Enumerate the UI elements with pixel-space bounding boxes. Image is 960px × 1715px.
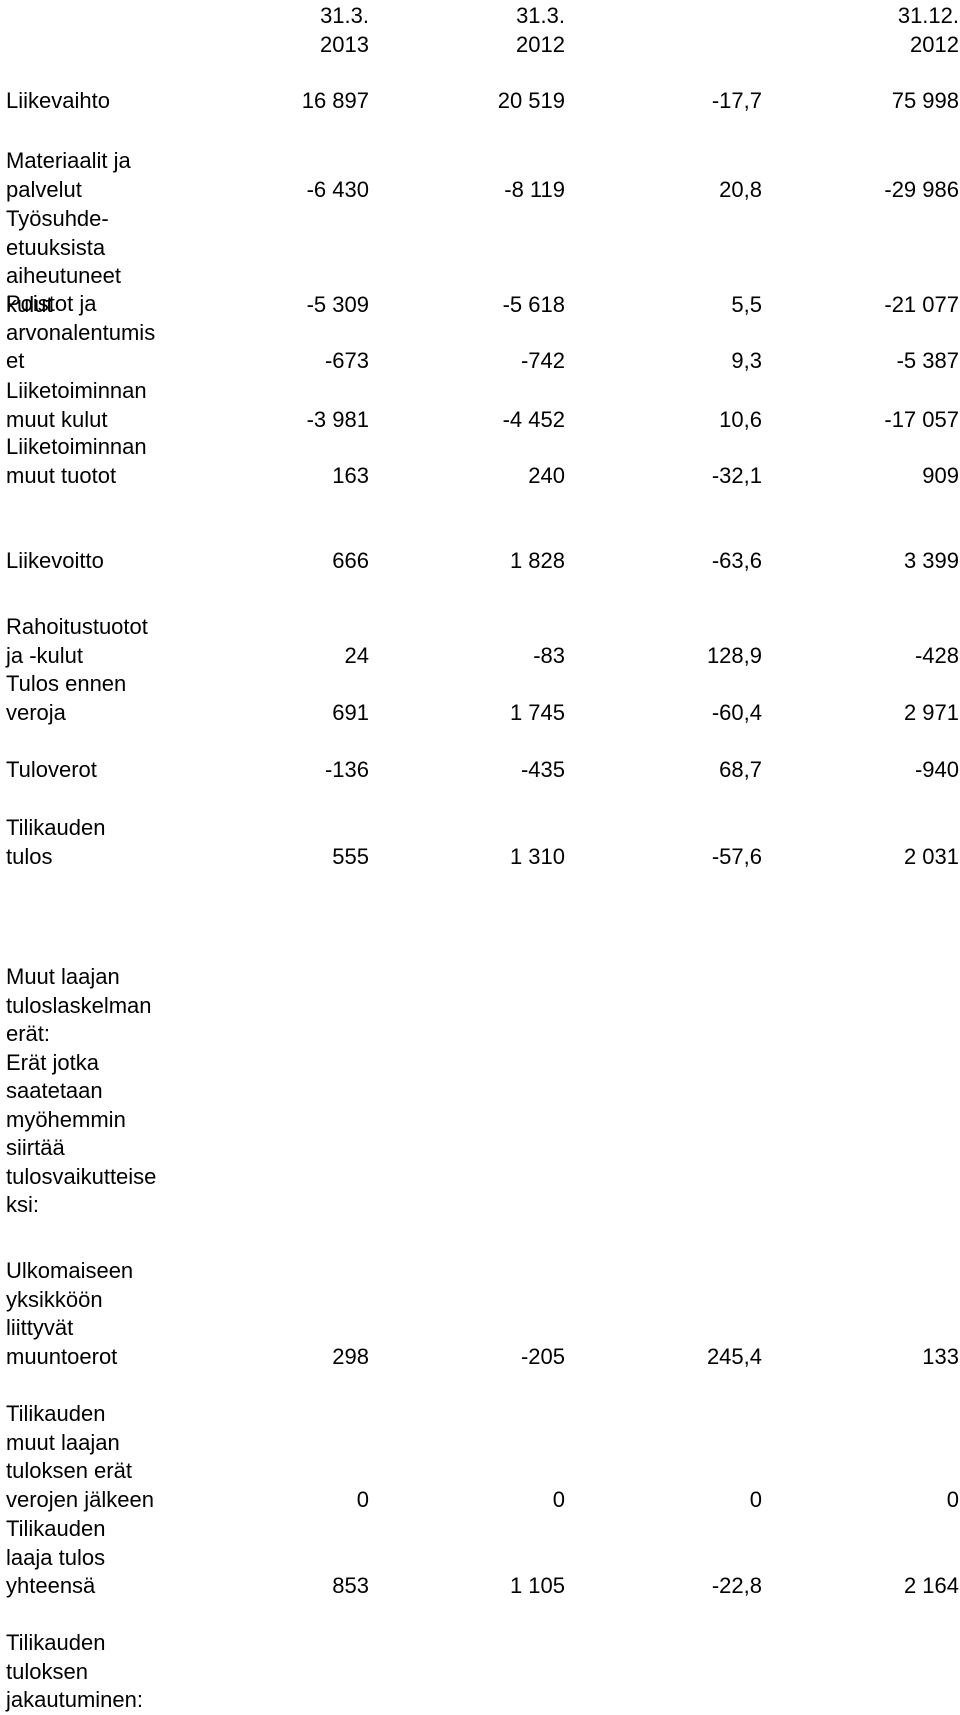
cell-q1-2012: 1 310	[509, 843, 565, 869]
cell-q1-2012: -205	[520, 1343, 565, 1369]
row-label: Tilikauden laaja tulos yhteensä	[6, 1516, 106, 1598]
column-headers: 31.3. 2013 31.3. 2012 31.12. 2012	[0, 2, 960, 62]
cell-q1-2012: -5 618	[502, 291, 565, 317]
row-label: Tilikauden tulos	[6, 815, 106, 869]
cell-q1-2012: -435	[520, 757, 565, 782]
cell-q1-2013: -6 430	[306, 176, 369, 202]
row-label: Liikevoitto	[6, 548, 104, 573]
cell-q1-2013: -5 309	[306, 291, 369, 317]
cell-change-pct: -17,7	[711, 88, 762, 113]
cell-change-pct: 9,3	[731, 348, 762, 373]
row-label: Työsuhde- etuuksista aiheutuneet kulut	[6, 206, 121, 317]
row-label: Liiketoiminnan muut kulut	[6, 378, 147, 432]
cell-fy-2012: 2 164	[903, 1573, 959, 1598]
cell-q1-2012: -4 452	[502, 406, 565, 432]
cell-q1-2013: 666	[332, 548, 369, 573]
cell-q1-2012: 1 745	[509, 699, 565, 725]
cell-change-pct: 0	[749, 1486, 762, 1512]
row-label: Muut laajan tuloslaskelman erät: Erät jo…	[6, 964, 157, 1217]
cell-q1-2013: 853	[332, 1573, 369, 1598]
cell-fy-2012: 75 998	[891, 88, 959, 113]
cell-q1-2013: -136	[324, 757, 369, 782]
cell-fy-2012: -29 986	[884, 176, 959, 202]
cell-fy-2012: -21 077	[884, 291, 959, 317]
row-label: Tulos ennen veroja	[6, 671, 127, 725]
cell-fy-2012: 2 971	[903, 699, 959, 725]
header-fy-2012: 31.12. 2012	[897, 3, 959, 57]
cell-q1-2013: -673	[324, 348, 369, 373]
cell-q1-2012: -83	[533, 642, 565, 668]
header-q1-2012: 31.3. 2012	[516, 3, 565, 57]
cell-q1-2013: 16 897	[301, 88, 369, 113]
cell-q1-2012: -8 119	[504, 176, 565, 202]
cell-q1-2013: 298	[332, 1343, 369, 1369]
cell-change-pct: 68,7	[719, 757, 762, 782]
cell-q1-2013: 691	[332, 699, 369, 725]
cell-q1-2012: -742	[520, 348, 565, 373]
cell-fy-2012: -940	[914, 757, 959, 782]
cell-change-pct: 5,5	[731, 291, 762, 317]
cell-fy-2012: 3 399	[903, 548, 959, 573]
cell-q1-2013: -3 981	[306, 406, 369, 432]
cell-fy-2012: 133	[922, 1343, 959, 1369]
row-label: Tuloverot	[6, 757, 97, 782]
row-label: Tilikauden muut laajan tuloksen erät ver…	[6, 1401, 154, 1512]
cell-q1-2013: 24	[344, 642, 369, 668]
cell-q1-2012: 20 519	[497, 88, 565, 113]
cell-fy-2012: 0	[946, 1486, 959, 1512]
cell-change-pct: 10,6	[719, 406, 762, 432]
cell-fy-2012: -428	[914, 642, 959, 668]
cell-change-pct: 245,4	[706, 1343, 762, 1369]
cell-q1-2013: 555	[332, 843, 369, 869]
cell-q1-2012: 1 105	[509, 1573, 565, 1598]
cell-q1-2012: 0	[552, 1486, 565, 1512]
row-label: Ulkomaiseen yksikköön liittyvät muuntoer…	[6, 1258, 134, 1369]
cell-q1-2013: 0	[356, 1486, 369, 1512]
cell-fy-2012: 909	[922, 462, 959, 488]
cell-change-pct: 20,8	[719, 176, 762, 202]
row-label: Rahoitustuotot ja -kulut	[6, 614, 148, 668]
row-label: Tilikauden tuloksen jakautuminen:	[6, 1630, 143, 1712]
cell-fy-2012: 2 031	[903, 843, 959, 869]
row-label: Poistot ja arvonalentumis et	[6, 291, 156, 373]
cell-change-pct: -63,6	[711, 548, 762, 573]
row-label: Materiaalit ja palvelut	[6, 148, 131, 202]
cell-change-pct: -22,8	[711, 1573, 762, 1598]
cell-change-pct: -57,6	[711, 843, 762, 869]
cell-change-pct: 128,9	[706, 642, 762, 668]
cell-q1-2012: 240	[528, 462, 565, 488]
cell-fy-2012: -5 387	[896, 348, 959, 373]
header-q1-2013: 31.3. 2013	[320, 3, 369, 57]
cell-q1-2013: 163	[332, 462, 369, 488]
cell-change-pct: -60,4	[711, 699, 762, 725]
row-label: Liikevaihto	[6, 88, 110, 113]
cell-q1-2012: 1 828	[509, 548, 565, 573]
cell-change-pct: -32,1	[711, 462, 762, 488]
cell-fy-2012: -17 057	[884, 406, 959, 432]
row-label: Liiketoiminnan muut tuotot	[6, 434, 147, 488]
